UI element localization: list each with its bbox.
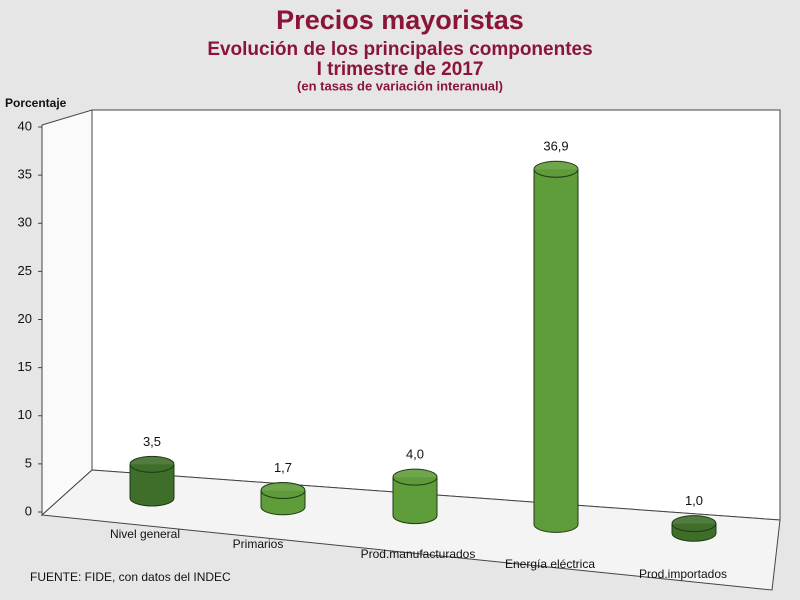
- y-tick-label: 40: [18, 118, 32, 133]
- bar-cap: [260, 481, 306, 499]
- back-wall: [91, 109, 781, 521]
- x-tick-label: Primarios: [233, 537, 284, 551]
- floor: [40, 469, 781, 591]
- value-label: 1,7: [274, 460, 292, 475]
- chart-subtitle: (en tasas de variación interanual): [297, 78, 503, 93]
- chart-title: Precios mayoristas: [276, 5, 524, 35]
- y-tick-label: 35: [18, 167, 32, 182]
- source: FUENTE: FIDE, con datos del INDEC: [30, 570, 231, 584]
- value-label: 36,9: [543, 139, 568, 154]
- x-tick-label: Prod.manufacturados: [361, 547, 476, 561]
- x-tick-label: Nivel general: [110, 527, 180, 541]
- y-tick-label: 15: [18, 359, 32, 374]
- left-wall: [41, 109, 93, 517]
- bar-cap: [533, 160, 579, 178]
- x-tick-label: Prod.importados: [639, 567, 727, 581]
- value-label: 3,5: [143, 434, 161, 449]
- y-tick-label: 25: [18, 263, 32, 278]
- bar: [534, 169, 578, 525]
- y-axis-label: Porcentaje: [5, 96, 67, 110]
- bar-cap: [392, 468, 438, 486]
- y-tick-label: 30: [18, 215, 32, 230]
- y-tick-label: 10: [18, 407, 32, 422]
- bar-cap: [671, 515, 717, 533]
- x-tick-label: Energía eléctrica: [505, 557, 595, 571]
- value-label: 4,0: [406, 447, 424, 462]
- bar-cap: [129, 455, 175, 473]
- chart-subtitle: I trimestre de 2017: [317, 59, 484, 80]
- y-tick-label: 5: [25, 455, 32, 470]
- chart-subtitle: Evolución de los principales componentes: [207, 39, 592, 60]
- y-tick-label: 0: [25, 503, 32, 518]
- value-label: 1,0: [685, 493, 703, 508]
- y-tick-label: 20: [18, 311, 32, 326]
